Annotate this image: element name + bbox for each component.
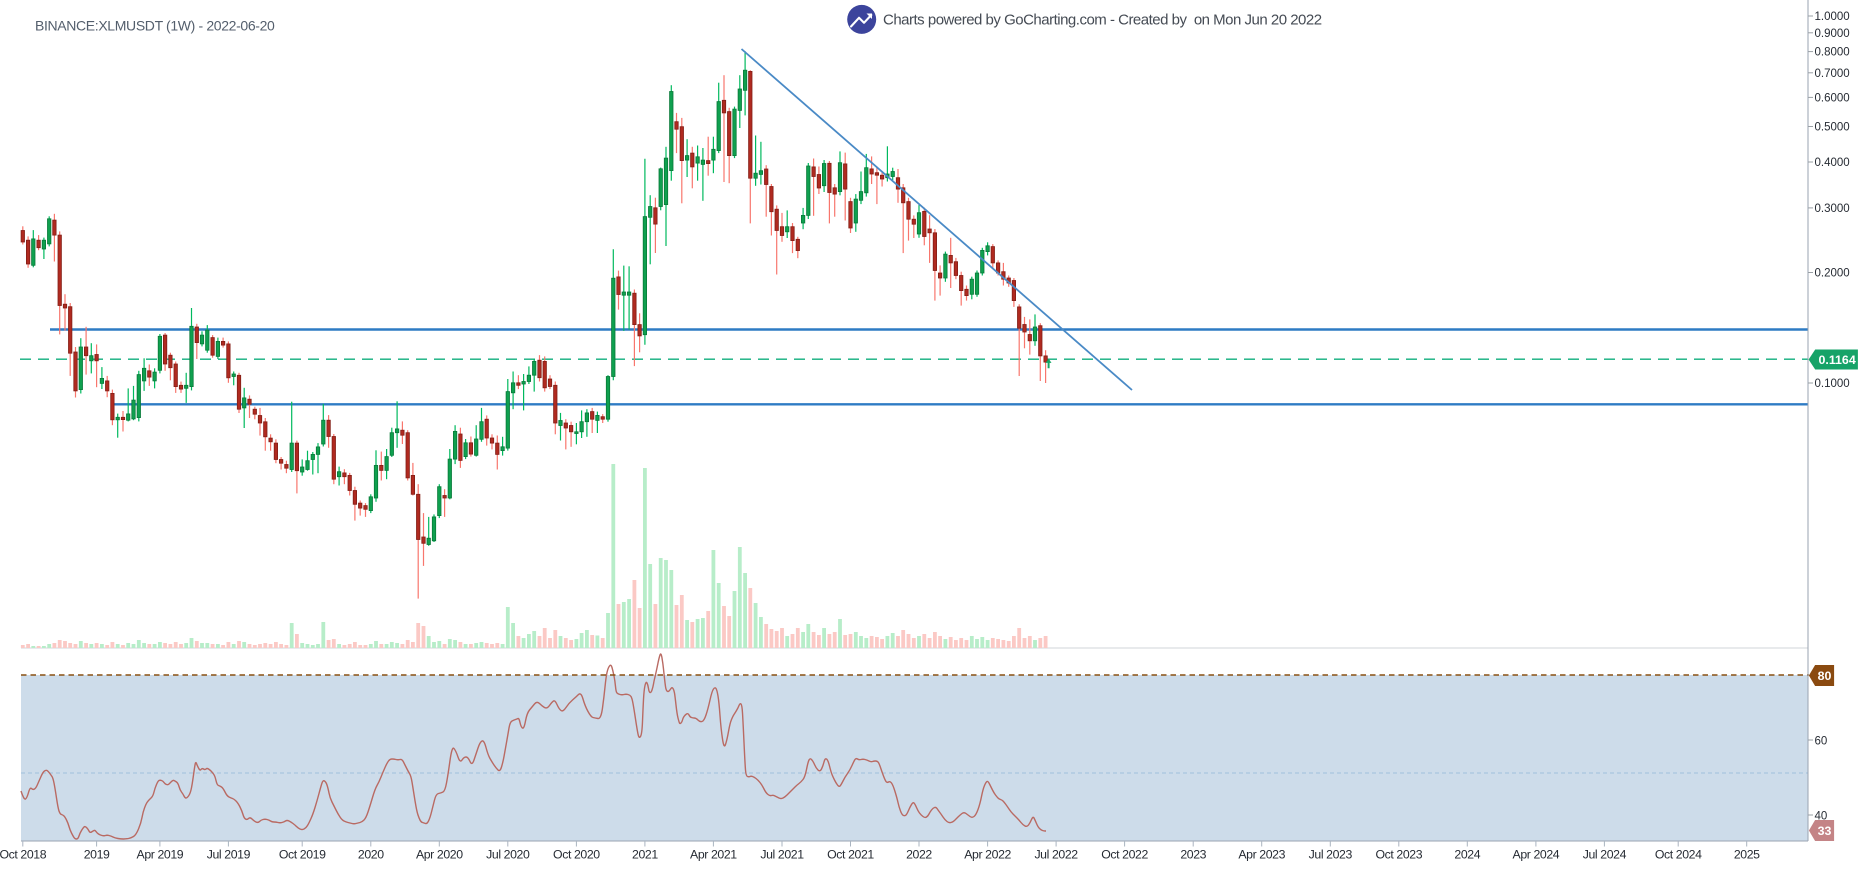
svg-text:Oct 2024: Oct 2024 — [1655, 848, 1702, 862]
svg-text:2024: 2024 — [1454, 848, 1480, 862]
svg-text:Jul 2021: Jul 2021 — [760, 848, 804, 862]
svg-text:Jul 2019: Jul 2019 — [207, 848, 251, 862]
svg-text:Jul 2023: Jul 2023 — [1309, 848, 1353, 862]
svg-text:0.1000: 0.1000 — [1815, 378, 1850, 390]
svg-text:Apr 2019: Apr 2019 — [137, 848, 184, 862]
svg-text:Apr 2024: Apr 2024 — [1513, 848, 1560, 862]
svg-text:0.7000: 0.7000 — [1815, 68, 1850, 80]
svg-text:Oct 2018: Oct 2018 — [0, 848, 47, 862]
svg-text:Oct 2021: Oct 2021 — [827, 848, 874, 862]
svg-text:Apr 2022: Apr 2022 — [964, 848, 1011, 862]
svg-text:80: 80 — [1818, 669, 1832, 683]
svg-text:Jul 2022: Jul 2022 — [1034, 848, 1078, 862]
svg-text:Oct 2022: Oct 2022 — [1101, 848, 1148, 862]
svg-text:0.4000: 0.4000 — [1815, 157, 1850, 169]
svg-text:33: 33 — [1818, 824, 1832, 838]
svg-text:Oct 2019: Oct 2019 — [279, 848, 326, 862]
svg-text:Oct 2020: Oct 2020 — [553, 848, 600, 862]
svg-text:2022: 2022 — [906, 848, 932, 862]
svg-text:Oct 2023: Oct 2023 — [1375, 848, 1422, 862]
svg-text:Apr 2023: Apr 2023 — [1238, 848, 1285, 862]
svg-text:0.1164: 0.1164 — [1819, 353, 1856, 367]
svg-text:2025: 2025 — [1734, 848, 1760, 862]
svg-text:2021: 2021 — [632, 848, 658, 862]
svg-text:0.8000: 0.8000 — [1815, 47, 1850, 59]
svg-text:1.0000: 1.0000 — [1815, 11, 1850, 23]
svg-text:Jul 2024: Jul 2024 — [1583, 848, 1627, 862]
svg-text:Charts powered by GoCharting.c: Charts powered by GoCharting.com - Creat… — [883, 12, 1322, 29]
svg-text:40: 40 — [1815, 811, 1828, 823]
svg-text:0.2000: 0.2000 — [1815, 268, 1850, 280]
svg-text:BINANCE:XLMUSDT (1W) - 2022-06: BINANCE:XLMUSDT (1W) - 2022-06-20 — [35, 18, 275, 34]
svg-text:2019: 2019 — [84, 848, 110, 862]
svg-text:2023: 2023 — [1180, 848, 1206, 862]
svg-text:60: 60 — [1815, 736, 1828, 748]
svg-text:0.3000: 0.3000 — [1815, 203, 1850, 215]
svg-text:0.9000: 0.9000 — [1815, 28, 1850, 40]
svg-text:Apr 2020: Apr 2020 — [416, 848, 463, 862]
svg-text:0.5000: 0.5000 — [1815, 122, 1850, 134]
svg-text:Jul 2020: Jul 2020 — [486, 848, 530, 862]
svg-text:2020: 2020 — [358, 848, 384, 862]
svg-text:Apr 2021: Apr 2021 — [690, 848, 737, 862]
svg-text:0.6000: 0.6000 — [1815, 92, 1850, 104]
